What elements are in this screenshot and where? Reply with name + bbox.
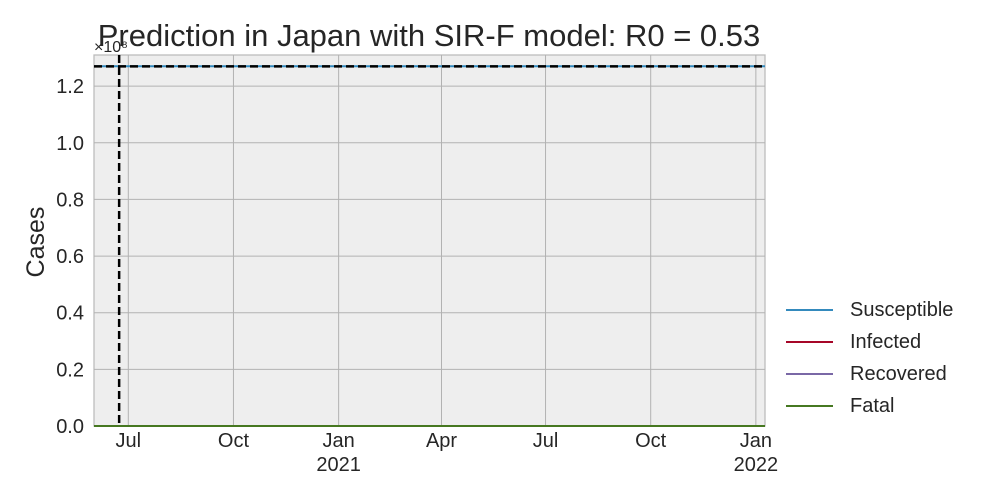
x-tick-label: Jan [322,430,354,452]
x-tick-label: Oct [635,430,667,452]
y-tick-label: 0.8 [56,189,84,211]
y-tick-label: 0.0 [56,416,84,438]
x-tick-year-label: 2022 [734,454,779,476]
legend-item: Susceptible [786,294,953,326]
legend-label: Fatal [850,394,895,417]
y-tick-label: 1.2 [56,76,84,98]
legend-swatch [786,309,833,311]
legend-swatch [786,373,833,375]
x-tick-label: Jul [116,430,142,452]
y-tick-label: 0.4 [56,303,84,325]
reference-lines [94,55,765,426]
y-tick-label: 0.6 [56,246,84,268]
legend-item: Recovered [786,358,953,390]
grid [94,55,765,427]
x-tick-label: Jan [740,430,772,452]
legend-label: Infected [850,330,922,353]
y-multiplier-label: ×10⁸ [94,39,128,56]
legend-swatch [786,341,833,343]
y-axis-label: Cases [22,207,50,278]
x-tick-label: Jul [533,430,559,452]
x-tick-label: Oct [218,430,250,452]
plot-area [93,54,766,427]
legend-label: Recovered [850,362,947,385]
legend: Susceptible Infected Recovered Fatal [786,294,953,422]
legend-label: Susceptible [850,298,954,321]
x-tick-year-label: 2021 [316,454,361,476]
legend-item: Infected [786,326,953,358]
x-tick-label: Apr [426,430,457,452]
legend-item: Fatal [786,390,953,422]
y-tick-label: 0.2 [56,359,84,381]
chart-title: Prediction in Japan with SIR-F model: R0… [98,18,761,53]
legend-swatch [786,405,833,407]
y-tick-label: 1.0 [56,133,84,155]
